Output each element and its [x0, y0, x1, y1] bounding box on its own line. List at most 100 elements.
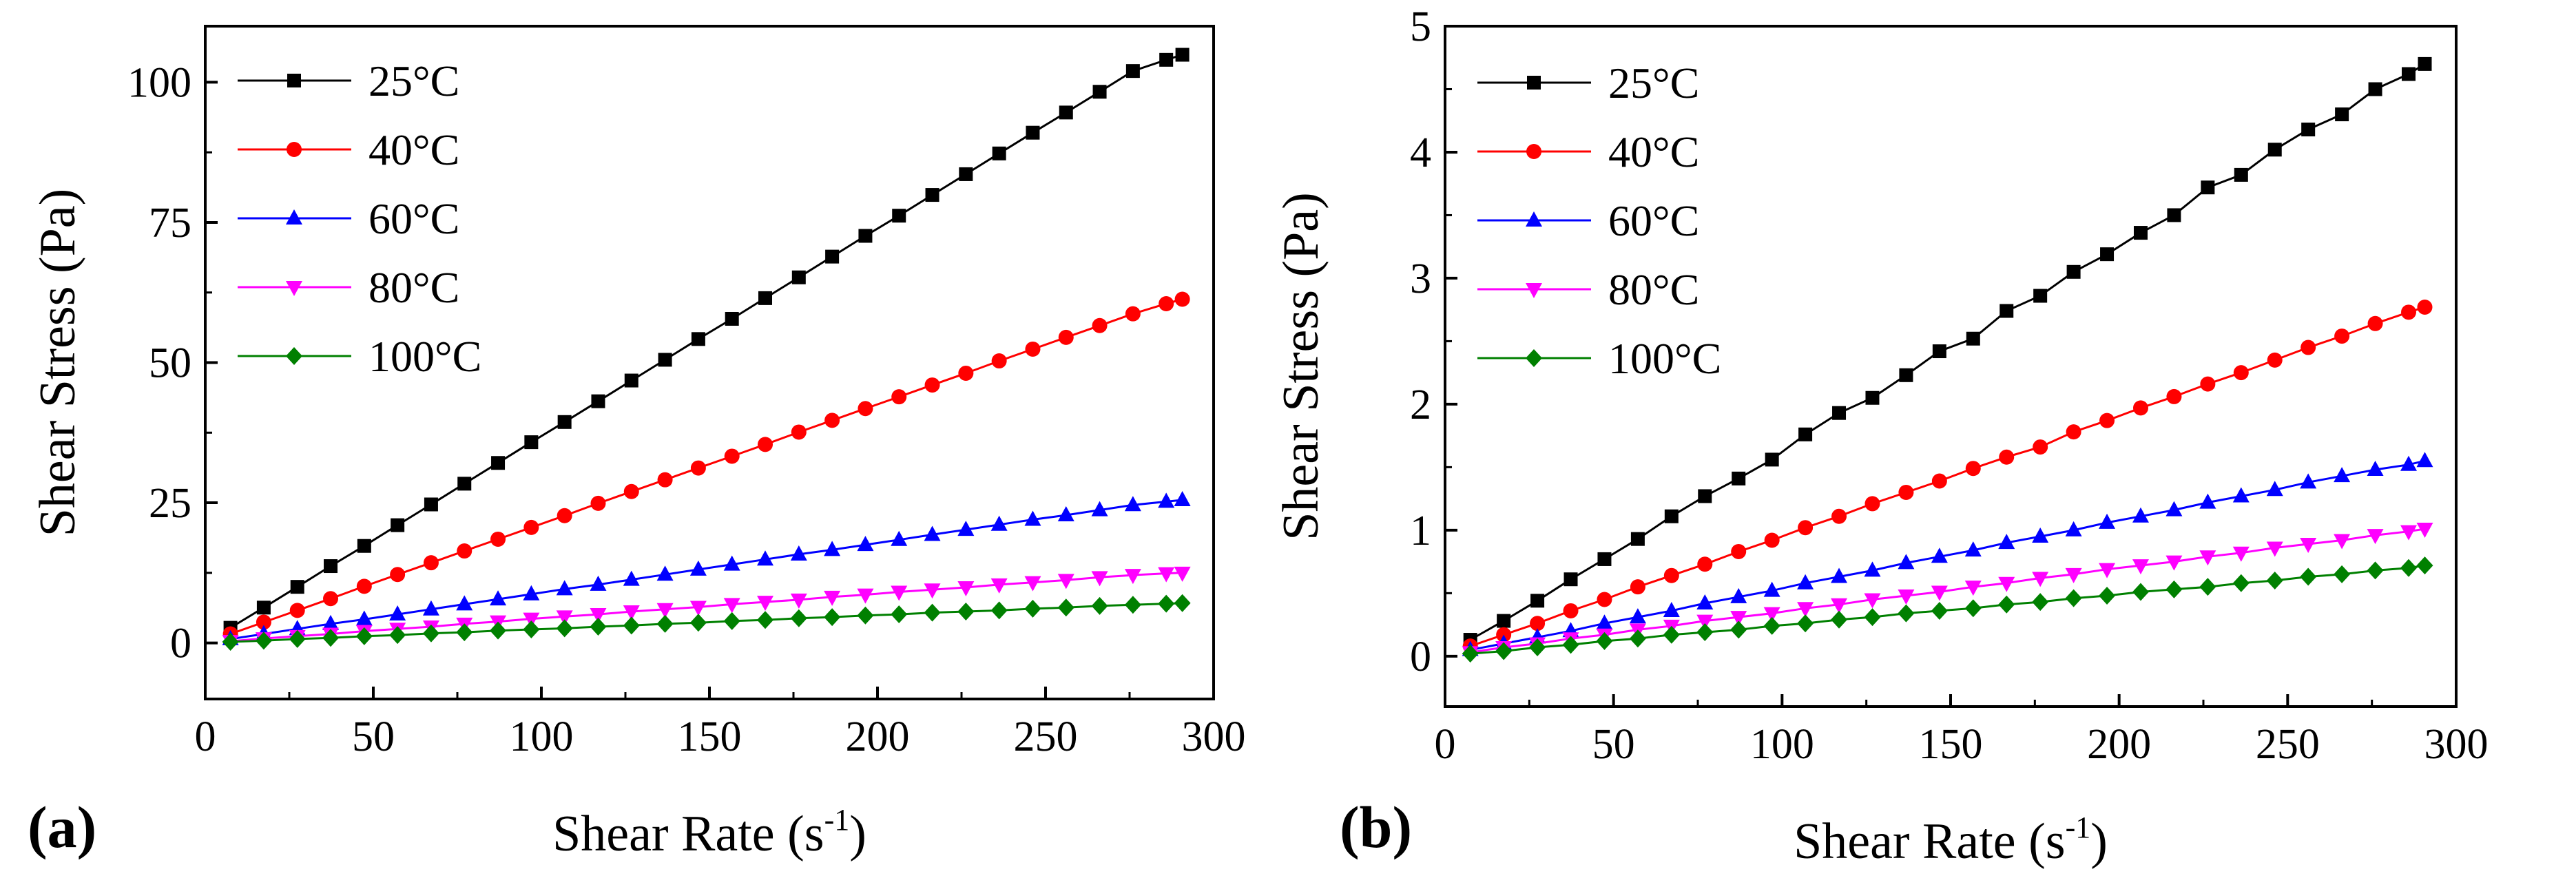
data-point	[957, 521, 975, 536]
y-tick-label: 1	[1410, 508, 1431, 554]
data-point	[1058, 329, 1074, 345]
data-point	[391, 518, 405, 532]
data-point	[556, 619, 573, 638]
legend: 25°C 40°C 60°C 80°C 100°C	[238, 56, 481, 381]
legend-item-25-c: 25°C	[1477, 59, 1699, 107]
series-100-c	[1462, 556, 2433, 663]
data-point	[457, 543, 472, 559]
data-point	[1831, 610, 1848, 629]
data-point	[657, 472, 673, 488]
y-tick-label: 5	[1410, 3, 1431, 50]
data-point	[891, 530, 908, 546]
data-point	[1630, 532, 1645, 546]
x-tick-label: 200	[2087, 721, 2151, 768]
panel-label: (b)	[1340, 794, 1412, 860]
data-point	[590, 608, 607, 624]
data-point	[1797, 614, 1814, 633]
data-point	[891, 605, 908, 624]
data-point	[2400, 559, 2418, 577]
data-point	[1024, 576, 1041, 592]
x-axis-label-text: Shear Rate (s	[552, 806, 824, 862]
data-point	[2065, 589, 2082, 607]
data-point	[689, 614, 707, 632]
data-point	[490, 621, 507, 640]
data-point	[1965, 461, 1981, 477]
data-point	[1597, 592, 1612, 607]
data-point	[590, 617, 607, 636]
data-point	[1174, 594, 1191, 612]
data-point	[590, 575, 607, 591]
x-tick-label: 300	[2424, 721, 2489, 768]
y-tick-label: 25	[149, 480, 191, 527]
legend-label: 100°C	[1608, 334, 1721, 383]
data-point	[2367, 561, 2384, 580]
data-point	[1931, 585, 1948, 601]
data-point	[623, 483, 639, 499]
data-point	[958, 365, 974, 381]
series-60-c	[1462, 452, 2433, 656]
data-point	[1024, 599, 1041, 618]
legend-marker	[286, 209, 302, 225]
data-point	[222, 632, 239, 651]
data-point	[1730, 587, 1747, 603]
data-point	[1964, 599, 1982, 618]
data-point	[1630, 579, 1645, 595]
data-point	[2066, 424, 2081, 440]
data-point	[1091, 596, 1108, 615]
data-point	[1898, 604, 1915, 623]
data-point	[2301, 123, 2316, 137]
data-point	[2065, 521, 2082, 536]
data-point	[758, 437, 773, 452]
data-point	[2099, 586, 2116, 605]
x-tick-label: 250	[2256, 721, 2320, 768]
data-point	[1495, 642, 1513, 660]
x-tick-label: 50	[1592, 721, 1635, 768]
data-point	[1663, 601, 1680, 617]
series-line	[1470, 459, 2425, 651]
data-point	[324, 559, 338, 574]
data-point	[2199, 578, 2216, 596]
data-point	[1563, 603, 1579, 618]
data-point	[355, 610, 373, 626]
data-point	[1731, 543, 1747, 559]
data-point	[389, 605, 406, 621]
legend-label: 40°C	[1608, 127, 1699, 176]
data-point	[1865, 496, 1880, 512]
data-point	[323, 591, 339, 607]
data-point	[1764, 532, 1780, 548]
x-axis-label-text: Shear Rate (s	[1794, 813, 2066, 870]
data-point	[491, 456, 506, 470]
legend-label: 25°C	[1608, 59, 1699, 107]
data-point	[990, 601, 1008, 620]
data-point	[1696, 614, 1714, 630]
data-point	[1831, 567, 1848, 583]
data-point	[2132, 583, 2149, 601]
data-point	[2201, 180, 2215, 195]
data-point	[1864, 593, 1881, 609]
data-point	[456, 595, 473, 611]
data-point	[1698, 489, 1712, 503]
data-point	[1663, 567, 1679, 583]
data-point	[2300, 537, 2317, 553]
data-point	[1597, 552, 1612, 566]
data-point	[1898, 554, 1915, 570]
data-point	[424, 497, 438, 512]
legend-label: 100°C	[368, 332, 481, 381]
x-axis-label-end: )	[2090, 813, 2108, 870]
data-point	[2065, 567, 2082, 583]
data-point	[523, 585, 540, 601]
data-point	[991, 353, 1007, 369]
y-axis-label: Shear Stress (Pa)	[30, 189, 86, 537]
data-point	[1864, 608, 1881, 627]
data-point	[557, 415, 572, 429]
data-point	[523, 519, 539, 535]
data-point	[1124, 596, 1141, 614]
legend-marker	[286, 347, 302, 365]
data-point	[624, 373, 638, 388]
data-point	[2232, 487, 2250, 503]
data-point	[1497, 614, 1511, 628]
data-point	[757, 611, 774, 629]
data-point	[1696, 623, 1714, 642]
legend-item-80-c: 80°C	[238, 263, 459, 312]
data-point	[1831, 598, 1848, 614]
